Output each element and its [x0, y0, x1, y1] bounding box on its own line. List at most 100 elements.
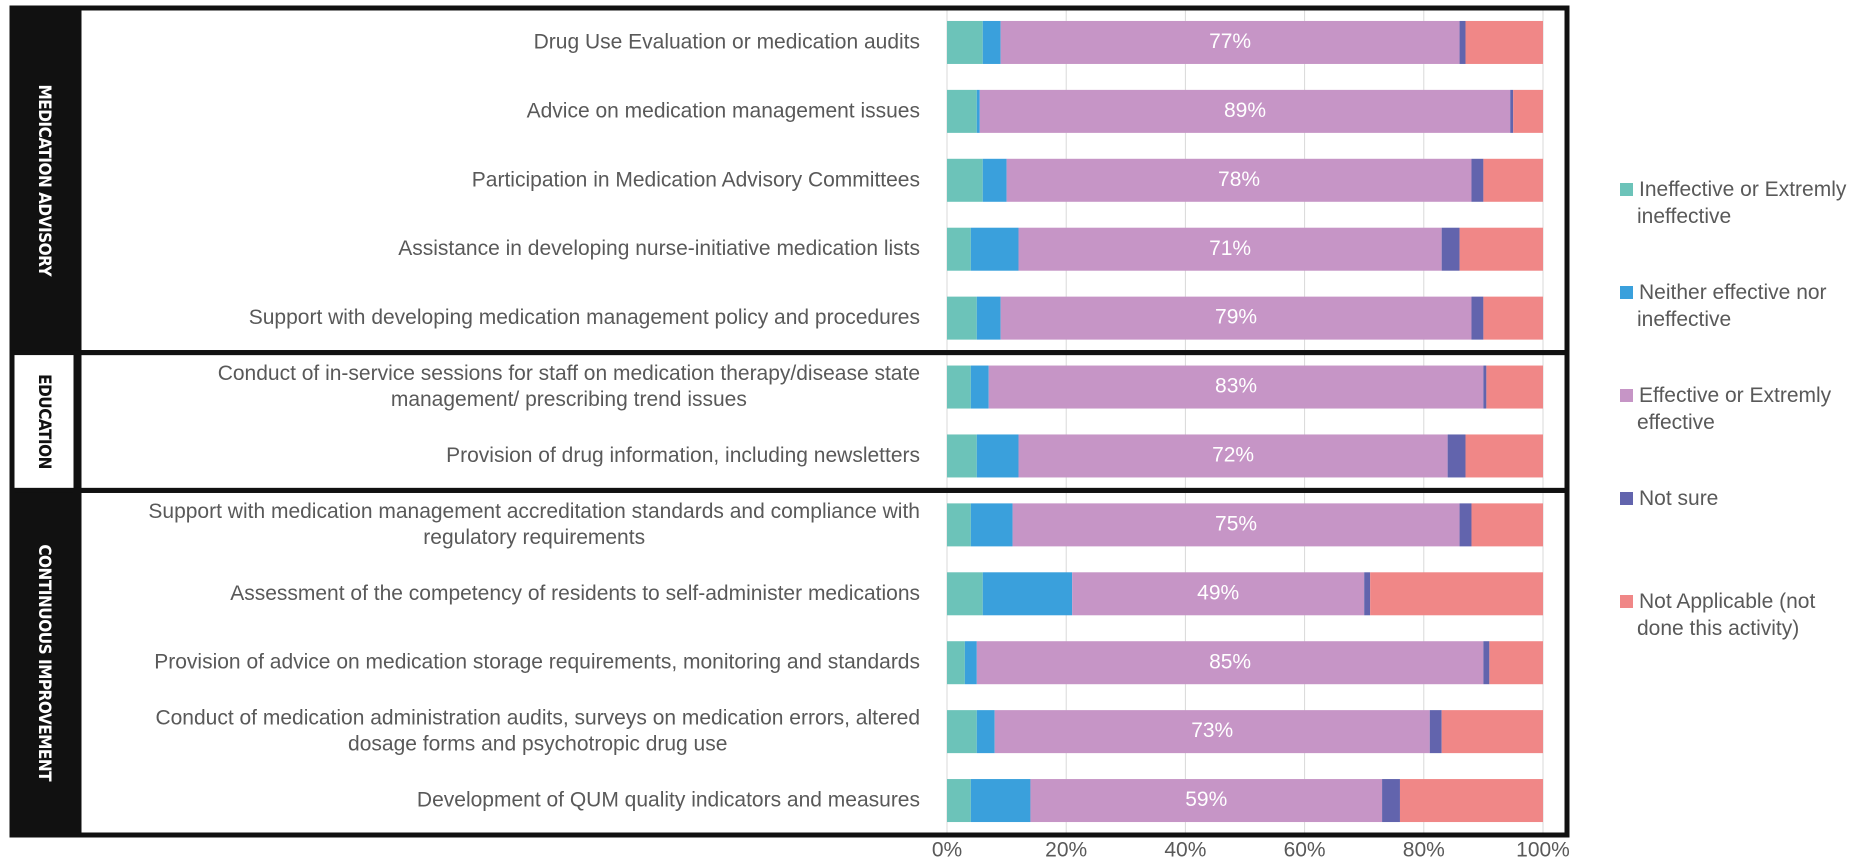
bar-segment [976, 641, 1484, 685]
group-frame [76, 487, 1570, 838]
category-label: Participation in Medication Advisory Com… [472, 168, 920, 191]
bar-segment [1471, 296, 1484, 340]
legend-swatch [1620, 389, 1633, 402]
category-label-line: Drug Use Evaluation or medication audits [534, 30, 920, 53]
bar-segment [1483, 296, 1543, 340]
data-label: 73% [1191, 719, 1233, 742]
category-label-line: dosage forms and psychotropic drug use [348, 732, 727, 755]
data-label: 72% [1212, 444, 1254, 467]
category-label: Conduct of in-service sessions for staff… [218, 362, 920, 411]
category-label-line: Provision of drug information, including… [446, 444, 920, 467]
bar-segment [1000, 296, 1472, 340]
category-label: Development of QUM quality indicators an… [417, 788, 920, 811]
bar-segment [988, 365, 1484, 409]
bar-segment [1018, 434, 1448, 478]
bar-segment [1072, 572, 1365, 616]
bar-segment [947, 227, 971, 271]
legend-label-line: ineffective [1637, 205, 1731, 228]
data-label: 83% [1215, 375, 1257, 398]
category-label-line: Participation in Medication Advisory Com… [472, 168, 920, 191]
legend-label-line: Not sure [1639, 487, 1718, 510]
bar-segment [1018, 227, 1442, 271]
category-label-line: regulatory requirements [423, 525, 645, 548]
group-label: EDUCATION [34, 374, 54, 469]
category-label-line: Advice on medication management issues [527, 99, 920, 122]
bar-segment [947, 365, 971, 409]
bar-segment [947, 20, 983, 64]
bar-segment [970, 227, 1019, 271]
bar-segment [1483, 365, 1487, 409]
bar-segment [970, 779, 1031, 823]
bar-segment [947, 434, 977, 478]
category-label-line: Provision of advice on medication storag… [154, 650, 920, 673]
legend-label: Ineffective or Extremly ineffective [1637, 178, 1847, 228]
bar-segment [947, 779, 971, 823]
bar-segment [1510, 89, 1514, 133]
category-label: Support with developing medication manag… [249, 306, 920, 329]
legend-label-line: Neither effective nor [1639, 281, 1827, 304]
bar-segment [970, 503, 1013, 547]
bar-segment [947, 158, 983, 202]
group-strip [9, 5, 79, 356]
legend-swatch [1620, 492, 1633, 505]
legend-swatch [1620, 183, 1633, 196]
bar-segment [982, 572, 1073, 616]
bar-segment [1471, 503, 1543, 547]
bar-segment [982, 158, 1007, 202]
bar-segment [1370, 572, 1543, 616]
x-tick-label: 100% [1516, 839, 1570, 862]
bar-segment [1483, 158, 1543, 202]
bar-segment [979, 89, 1511, 133]
bar-segment [1489, 641, 1543, 685]
bar-segment [1459, 20, 1466, 64]
bar-segment [947, 503, 971, 547]
bar-segment [1465, 434, 1543, 478]
bar-segment [1513, 89, 1543, 133]
data-label: 89% [1224, 99, 1266, 122]
category-label-line: Support with developing medication manag… [249, 306, 920, 329]
data-label: 49% [1197, 581, 1239, 604]
legend-swatch [1620, 286, 1633, 299]
bar-segment [1471, 158, 1484, 202]
bar-segment [976, 89, 980, 133]
bar-segment [1486, 365, 1543, 409]
data-label: 79% [1215, 306, 1257, 329]
legend-label: Not Applicable (not done this activity) [1637, 590, 1815, 640]
group-label: CONTINUOUS IMPROVEMENT [34, 544, 54, 782]
legend-label-line: effective [1637, 411, 1715, 434]
bar-segment [1459, 227, 1543, 271]
category-label-line: Support with medication management accre… [148, 499, 920, 522]
category-label: Support with medication management accre… [148, 499, 920, 548]
category-label-line: Conduct of medication administration aud… [155, 706, 920, 729]
category-label-line: Assistance in developing nurse-initiativ… [398, 237, 920, 260]
bar-segment [976, 434, 1019, 478]
x-tick-label: 0% [932, 839, 962, 862]
category-label: Conduct of medication administration aud… [155, 706, 920, 755]
legend-label-line: Effective or Extremly [1639, 384, 1832, 407]
bar-segment [947, 641, 965, 685]
x-tick-label: 20% [1045, 839, 1087, 862]
x-tick-label: 80% [1403, 839, 1445, 862]
x-tick-label: 60% [1284, 839, 1326, 862]
x-tick-label: 40% [1164, 839, 1206, 862]
bar-segment [1429, 710, 1442, 754]
legend-swatch [1620, 595, 1633, 608]
legend-label-line: Ineffective or Extremly [1639, 178, 1847, 201]
data-label: 85% [1209, 650, 1251, 673]
legend-label-line: done this activity) [1637, 617, 1799, 640]
category-label-line: Development of QUM quality indicators an… [417, 788, 920, 811]
bar-segment [947, 89, 977, 133]
bar-segment [1465, 20, 1543, 64]
bar-segment [994, 710, 1430, 754]
bar-segment [1483, 641, 1490, 685]
bar-segment [976, 710, 995, 754]
legend-label: Effective or Extremly effective [1637, 384, 1832, 434]
category-label-line: Conduct of in-service sessions for staff… [218, 362, 920, 385]
bar-segment [1364, 572, 1371, 616]
category-label: Provision of drug information, including… [446, 444, 920, 467]
bar-segment [1399, 779, 1543, 823]
bar-segment [947, 572, 983, 616]
category-label-line: Assessment of the competency of resident… [230, 581, 920, 604]
data-label: 59% [1185, 788, 1227, 811]
data-label: 78% [1218, 168, 1260, 191]
